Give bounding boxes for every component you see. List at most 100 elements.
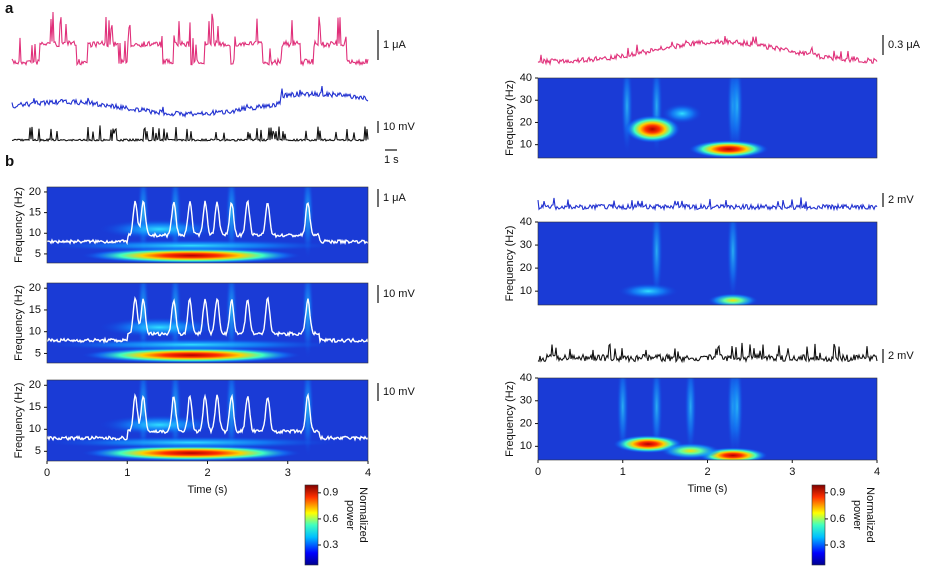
blob (688, 140, 769, 158)
blob (81, 247, 302, 263)
spectrogram (538, 78, 877, 158)
colorbar-tick-label: 0.3 (830, 539, 845, 551)
frame (537, 77, 878, 159)
blob (624, 115, 681, 144)
y-tick-label: 20 (520, 262, 532, 274)
blob (660, 442, 721, 459)
frame (46, 186, 369, 264)
y-axis-label: Frequency (Hz) (13, 187, 25, 263)
colorbar-tick-label: 0.6 (323, 513, 338, 525)
streak (301, 380, 314, 457)
y-tick-label: 15 (29, 304, 41, 316)
overlay-trace (47, 392, 368, 442)
streak (301, 187, 314, 260)
blob (47, 239, 342, 252)
panel-label: a (5, 0, 14, 17)
spectrogram (47, 380, 368, 461)
trace (537, 197, 878, 212)
streak (301, 283, 314, 359)
x-tick-label: 0 (535, 466, 541, 478)
colorbar-tick-label: 0.3 (323, 539, 338, 551)
y-tick-label: 30 (520, 94, 532, 106)
trace (537, 342, 878, 364)
spectrogram (538, 378, 877, 460)
y-tick-label: 20 (520, 116, 532, 128)
x-tick-label: 4 (365, 467, 371, 479)
scale-label: 1 μA (383, 39, 407, 51)
y-tick-label: 30 (520, 395, 532, 407)
scale-label: 0.3 μA (888, 39, 921, 51)
y-tick-label: 10 (520, 139, 532, 151)
y-tick-label: 10 (29, 326, 41, 338)
streak (726, 222, 739, 301)
y-tick-label: 20 (520, 417, 532, 429)
blob (81, 347, 302, 363)
overlay-trace (47, 199, 368, 246)
trace (11, 11, 369, 67)
y-axis-label: Frequency (Hz) (504, 226, 516, 302)
scale-label: 10 mV (383, 288, 415, 300)
colorbar-tick-label: 0.9 (323, 487, 338, 499)
y-tick-label: 40 (520, 72, 532, 84)
y-tick-label: 40 (520, 216, 532, 228)
scale-label: 1 s (384, 154, 399, 166)
y-axis-label: Frequency (Hz) (504, 80, 516, 156)
x-tick-label: 3 (285, 467, 291, 479)
x-tick-label: 1 (124, 467, 130, 479)
scale-label: 10 mV (383, 386, 415, 398)
spectrogram (538, 222, 877, 305)
streak (684, 378, 697, 456)
colorbar-tick-label: 0.6 (830, 513, 845, 525)
colorbar-label: power (851, 500, 863, 530)
blob (618, 283, 679, 300)
colorbar-label: power (344, 500, 356, 530)
y-tick-label: 20 (29, 379, 41, 391)
y-axis-label: Frequency (Hz) (13, 285, 25, 361)
x-tick-label: 2 (704, 466, 710, 478)
colorbar (811, 484, 826, 566)
trace (537, 36, 878, 66)
scale-label: 2 mV (888, 350, 914, 362)
scale-label: 2 mV (888, 194, 914, 206)
y-tick-label: 5 (35, 347, 41, 359)
y-tick-label: 10 (29, 227, 41, 239)
y-axis-label: Frequency (Hz) (504, 381, 516, 457)
blob (47, 436, 342, 449)
spectrogram (47, 187, 368, 263)
frame (537, 221, 878, 306)
spectrogram (47, 283, 368, 363)
y-tick-label: 15 (29, 207, 41, 219)
streak (731, 78, 744, 154)
colorbar-label: Normalized (357, 487, 369, 543)
x-tick-label: 0 (44, 467, 50, 479)
colorbar (304, 484, 319, 566)
x-axis-label: Time (s) (688, 483, 728, 495)
blob (707, 293, 758, 305)
x-tick-label: 4 (874, 466, 880, 478)
overlay-trace (47, 295, 368, 344)
y-tick-label: 5 (35, 445, 41, 457)
x-axis-label: Time (s) (188, 484, 228, 496)
spectrogram-bg (538, 222, 877, 305)
blob (662, 103, 703, 124)
y-tick-label: 5 (35, 248, 41, 260)
y-axis-label: Frequency (Hz) (13, 383, 25, 459)
y-tick-label: 30 (520, 239, 532, 251)
streak (650, 222, 663, 301)
scale-label: 10 mV (383, 121, 415, 133)
y-tick-label: 20 (29, 186, 41, 198)
x-tick-label: 2 (204, 467, 210, 479)
y-tick-label: 15 (29, 401, 41, 413)
blob (81, 445, 302, 461)
trace (11, 125, 369, 143)
colorbar-label: Normalized (864, 487, 876, 543)
streak (731, 378, 744, 456)
frame (46, 282, 369, 364)
scale-label: 1 μA (383, 192, 407, 204)
panel-label: b (5, 153, 14, 170)
streak (616, 378, 629, 456)
y-tick-label: 10 (29, 423, 41, 435)
x-tick-label: 1 (620, 466, 626, 478)
x-tick-label: 3 (789, 466, 795, 478)
